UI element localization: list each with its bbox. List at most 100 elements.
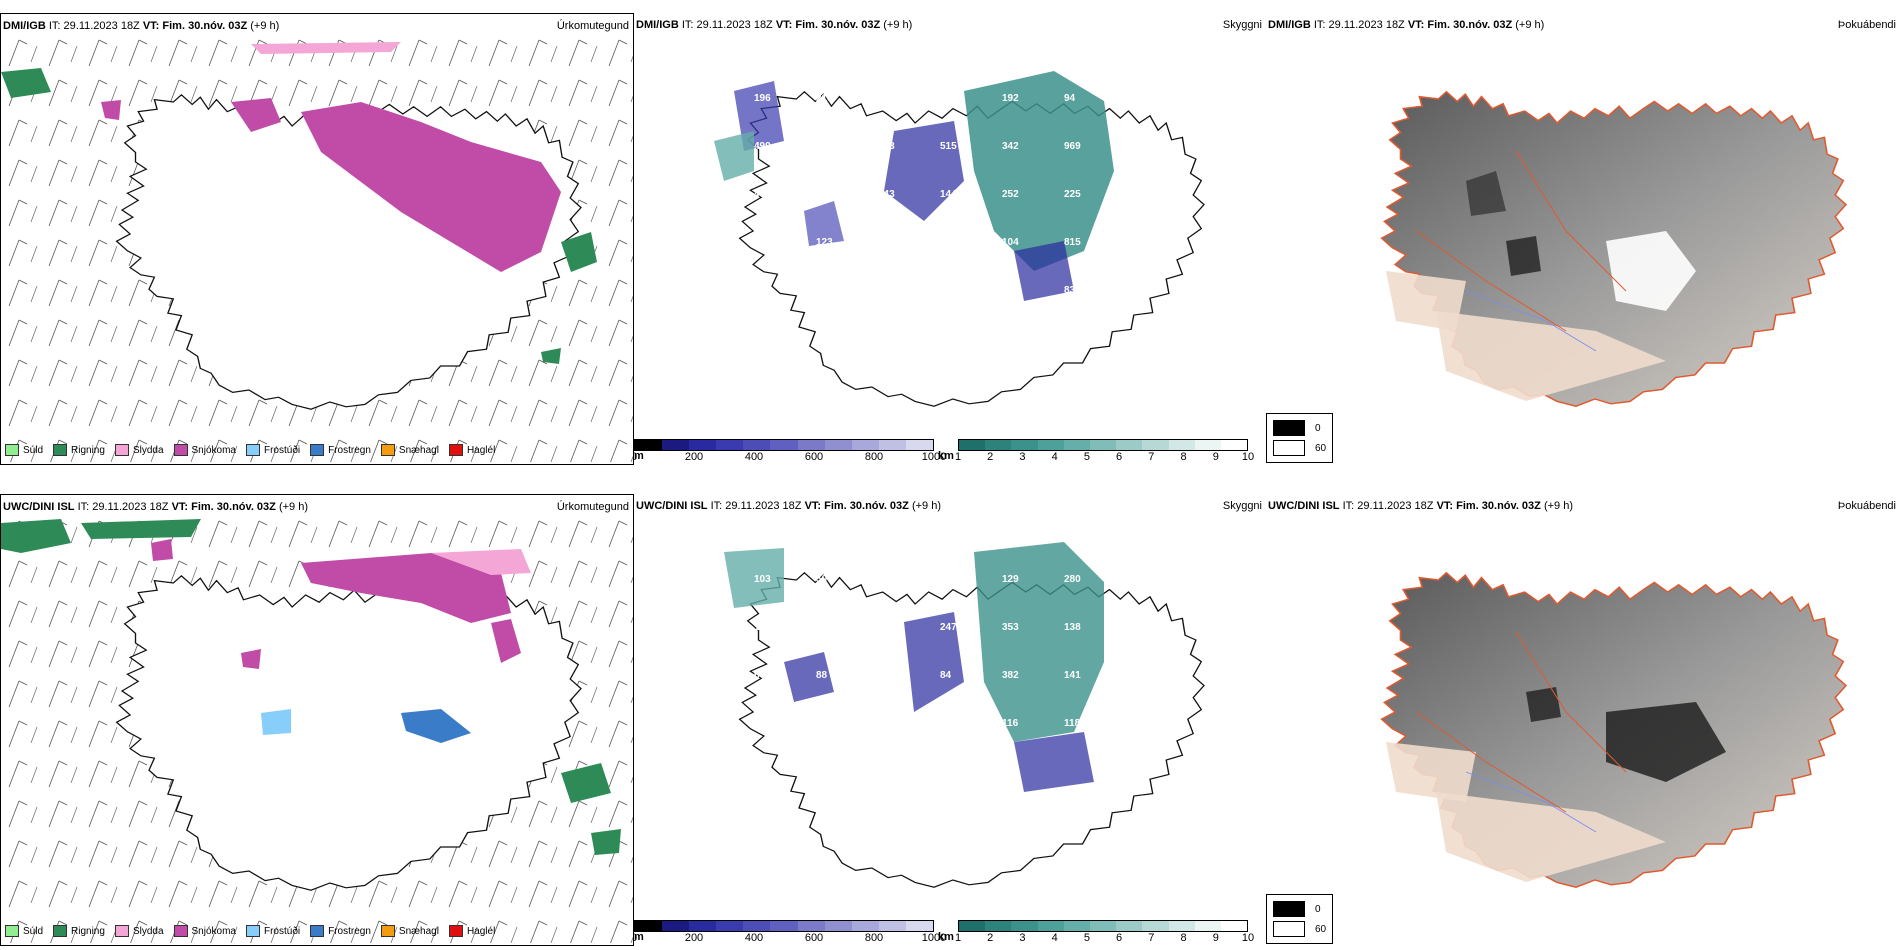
it-value: 29.11.2023 18Z	[725, 500, 802, 512]
legend-swatch	[380, 925, 395, 937]
visibility-label: 342	[1002, 141, 1019, 152]
colorbar-tick: 3	[1019, 451, 1026, 463]
visibility-label: 128	[816, 766, 833, 777]
precip-legend-item: Snjókoma	[173, 923, 236, 939]
visibility-label: 468	[754, 189, 771, 200]
model-source: UWC/DINI ISL	[1268, 500, 1340, 512]
visibility-label: 84	[940, 670, 952, 681]
visibility-label: 326	[816, 141, 833, 152]
vt-value: Fim. 30.nóv. 03Z	[824, 500, 909, 512]
visibility-label: 144	[940, 189, 957, 200]
colorbar-tick: 8	[1180, 451, 1187, 463]
legend-swatch	[310, 925, 325, 937]
legend-swatch	[1273, 921, 1305, 937]
field-name: Úrkomutegund	[556, 501, 629, 513]
vt-value: Fim. 30.nóv. 03Z	[162, 20, 248, 32]
colorbar-segment	[905, 440, 934, 450]
colorbar-tick: 0	[634, 932, 637, 944]
colorbar-tick: 1	[954, 451, 962, 463]
colorbar-segment	[1194, 921, 1221, 931]
precip-legend-item: Rigning	[53, 442, 105, 458]
visibility-labels: 196 218 157 156 192 94 499 326 273 515 342 969 468 18…	[754, 93, 1081, 296]
colorbar-segment	[905, 921, 934, 931]
colorbar-unit: km	[938, 931, 954, 943]
panel-header: DMI/IGB IT: 29.11.2023 18Z VT: Fim. 30.n…	[3, 20, 629, 36]
legend-swatch	[245, 925, 260, 937]
colorbar-segment	[1168, 921, 1195, 931]
lead-time: (+9 h)	[278, 501, 309, 513]
colorbar-tick: 4	[1051, 451, 1058, 463]
vt-label: VT:	[142, 20, 160, 32]
visibility-label: 815	[1064, 237, 1081, 248]
precip-legend-item: Slydda	[114, 923, 164, 939]
field-name: Þokuábendi	[1837, 19, 1896, 31]
low-visibility-areas	[724, 542, 1104, 792]
legend-label: Slydda	[132, 444, 164, 456]
colorbar-segment	[716, 440, 744, 450]
visibility-label: 83	[1064, 285, 1076, 296]
legend-label: Frostúði	[263, 925, 301, 937]
coastline	[738, 572, 1205, 888]
colorbar-tick: 2	[987, 932, 994, 944]
colorbar-segment	[959, 921, 986, 931]
colorbar-tick: 200	[684, 451, 704, 463]
colorbar-tick: 10	[1241, 932, 1255, 944]
legend-label: Snæhagl	[398, 444, 439, 456]
colorbar-tick: 2	[987, 451, 994, 463]
visibility-colorbar: 1 2 3 4 5 6 7 8 9 10 km	[938, 920, 1254, 946]
model-source: DMI/IGB	[3, 20, 46, 32]
visibility-label: 118	[1064, 718, 1081, 729]
visibility-label: 74	[878, 670, 890, 681]
colorbar-tick: 10	[1241, 451, 1255, 463]
precip-legend-item: Frostúði	[245, 442, 300, 458]
precip-legend-item: Slydda	[114, 442, 164, 458]
colorbar-segment	[824, 921, 852, 931]
legend-label: Súld	[23, 444, 44, 456]
colorbar-segment	[1089, 440, 1117, 450]
visibility-label: 273	[878, 141, 895, 152]
colorbar-segment	[878, 921, 906, 931]
colorbar-tick: 5	[1083, 451, 1090, 463]
visibility-label: 86	[878, 574, 890, 585]
colorbar-segment	[985, 440, 1012, 450]
colorbar-segment	[743, 440, 771, 450]
precip-legend-item: Súld	[5, 442, 43, 458]
visibility-label: 116	[1002, 718, 1019, 729]
colorbar-segment	[985, 921, 1012, 931]
visibility-label: 353	[1002, 622, 1019, 633]
model-source: UWC/DINI ISL	[636, 500, 708, 512]
colorbar-tick: 9	[1212, 932, 1219, 944]
visibility-label: 94	[1064, 93, 1076, 104]
colorbar-tick: 1000	[921, 932, 947, 944]
visibility-panel-top: DMI/IGB IT: 29.11.2023 18Z VT: Fim. 30.n…	[634, 13, 1266, 463]
colorbar-segment	[743, 921, 771, 931]
precip-legend-item: Súld	[5, 923, 43, 939]
vt-label: VT:	[775, 19, 793, 31]
panel-header: DMI/IGB IT: 29.11.2023 18Z VT: Fim. 30.n…	[1268, 19, 1896, 35]
colorbar-segment	[1220, 921, 1248, 931]
it-label: IT:	[77, 501, 90, 513]
vt-value: Fim. 30.nóv. 03Z	[795, 19, 881, 31]
colorbar-segment	[770, 440, 798, 450]
vt-value: Fim. 30.nóv. 03Z	[1427, 19, 1513, 31]
colorbar-segment	[689, 440, 717, 450]
colorbar-tick: 8	[1180, 932, 1187, 944]
colorbar-tick: 400	[744, 451, 764, 463]
visibility-label: 101	[878, 237, 895, 248]
visibility-label: 138	[1064, 622, 1081, 633]
colorbar-tick: 1000	[921, 451, 947, 463]
legend-swatch	[53, 444, 68, 456]
colorbar-segment	[1037, 440, 1064, 450]
colorbar-segment	[1194, 440, 1221, 450]
legend-label: Snæhagl	[398, 925, 439, 937]
fog-legend-item: 0	[1273, 899, 1326, 919]
legend-label: 0	[1315, 903, 1321, 915]
visibility-label: 66	[816, 285, 828, 296]
iceland-map	[1, 513, 633, 943]
precip-areas	[1, 519, 621, 855]
visibility-label: 183	[816, 189, 833, 200]
visibility-label: 218	[816, 93, 833, 104]
visibility-label: 50	[816, 574, 828, 585]
visibility-label: 156	[940, 93, 957, 104]
vt-label: VT:	[804, 500, 822, 512]
